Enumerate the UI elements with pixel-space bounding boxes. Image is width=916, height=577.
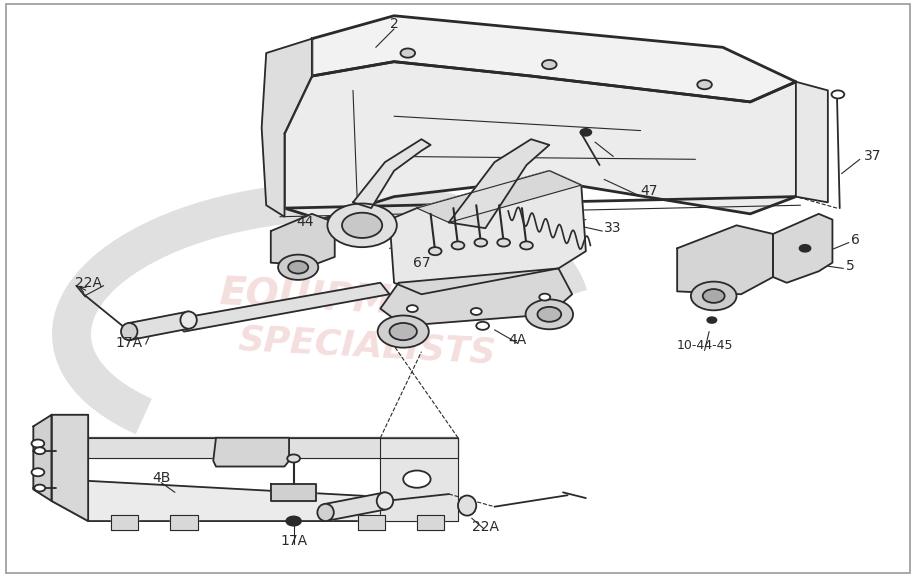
Text: 47: 47 <box>640 184 658 198</box>
Text: 17A: 17A <box>115 336 143 350</box>
Circle shape <box>703 289 725 303</box>
Text: 22A: 22A <box>75 276 102 290</box>
Text: 10-44-45: 10-44-45 <box>676 339 733 353</box>
Circle shape <box>540 294 551 301</box>
Circle shape <box>31 440 44 448</box>
Circle shape <box>327 204 397 247</box>
Text: 33: 33 <box>605 221 622 235</box>
Circle shape <box>800 245 811 252</box>
Polygon shape <box>129 312 189 340</box>
Polygon shape <box>380 268 572 326</box>
Circle shape <box>34 485 45 492</box>
Polygon shape <box>88 438 458 458</box>
Circle shape <box>407 305 418 312</box>
Polygon shape <box>51 415 88 521</box>
Polygon shape <box>796 82 828 203</box>
Circle shape <box>377 316 429 348</box>
Circle shape <box>34 447 45 454</box>
Circle shape <box>287 516 301 526</box>
Circle shape <box>31 468 44 476</box>
Polygon shape <box>773 214 833 283</box>
Polygon shape <box>417 515 444 530</box>
Polygon shape <box>285 62 814 220</box>
Ellipse shape <box>317 504 333 521</box>
Text: 37: 37 <box>865 149 882 163</box>
Circle shape <box>278 254 318 280</box>
Circle shape <box>342 213 382 238</box>
Text: 44: 44 <box>296 215 313 230</box>
Circle shape <box>403 470 431 488</box>
Text: 6: 6 <box>851 233 859 247</box>
Text: 2: 2 <box>389 17 398 31</box>
Ellipse shape <box>376 492 393 509</box>
Circle shape <box>288 455 300 463</box>
Polygon shape <box>353 139 431 208</box>
Polygon shape <box>417 171 582 223</box>
Circle shape <box>429 247 442 255</box>
Text: EQUIPMENT: EQUIPMENT <box>219 274 478 325</box>
Circle shape <box>289 261 308 273</box>
Polygon shape <box>51 415 458 521</box>
Circle shape <box>389 323 417 340</box>
Circle shape <box>497 238 510 246</box>
Circle shape <box>526 299 573 329</box>
Text: SPECIALISTS: SPECIALISTS <box>237 322 496 370</box>
Circle shape <box>471 308 482 315</box>
Ellipse shape <box>458 496 476 516</box>
Circle shape <box>691 282 736 310</box>
Polygon shape <box>325 492 385 521</box>
Polygon shape <box>271 484 316 501</box>
Polygon shape <box>213 438 289 467</box>
Polygon shape <box>170 515 198 530</box>
Polygon shape <box>380 438 458 521</box>
Circle shape <box>474 238 487 246</box>
Polygon shape <box>389 171 586 294</box>
Text: 22A: 22A <box>472 520 499 534</box>
Polygon shape <box>449 139 550 228</box>
Polygon shape <box>677 226 773 294</box>
Circle shape <box>581 129 592 136</box>
Circle shape <box>400 48 415 58</box>
Text: 17A: 17A <box>280 534 307 548</box>
Circle shape <box>520 241 533 249</box>
Circle shape <box>538 307 562 322</box>
Polygon shape <box>271 214 334 265</box>
Text: 5: 5 <box>846 258 855 272</box>
Circle shape <box>832 91 845 99</box>
Circle shape <box>707 317 716 323</box>
Polygon shape <box>262 39 311 217</box>
Polygon shape <box>111 515 138 530</box>
Polygon shape <box>170 283 389 332</box>
Circle shape <box>476 322 489 330</box>
Ellipse shape <box>121 323 137 340</box>
Ellipse shape <box>180 312 197 329</box>
Polygon shape <box>357 515 385 530</box>
Circle shape <box>542 60 557 69</box>
Text: 67: 67 <box>413 256 431 269</box>
Polygon shape <box>311 16 796 102</box>
Text: 4B: 4B <box>152 471 170 485</box>
Circle shape <box>452 241 464 249</box>
Polygon shape <box>33 415 51 501</box>
Circle shape <box>697 80 712 89</box>
Text: 4A: 4A <box>508 333 527 347</box>
